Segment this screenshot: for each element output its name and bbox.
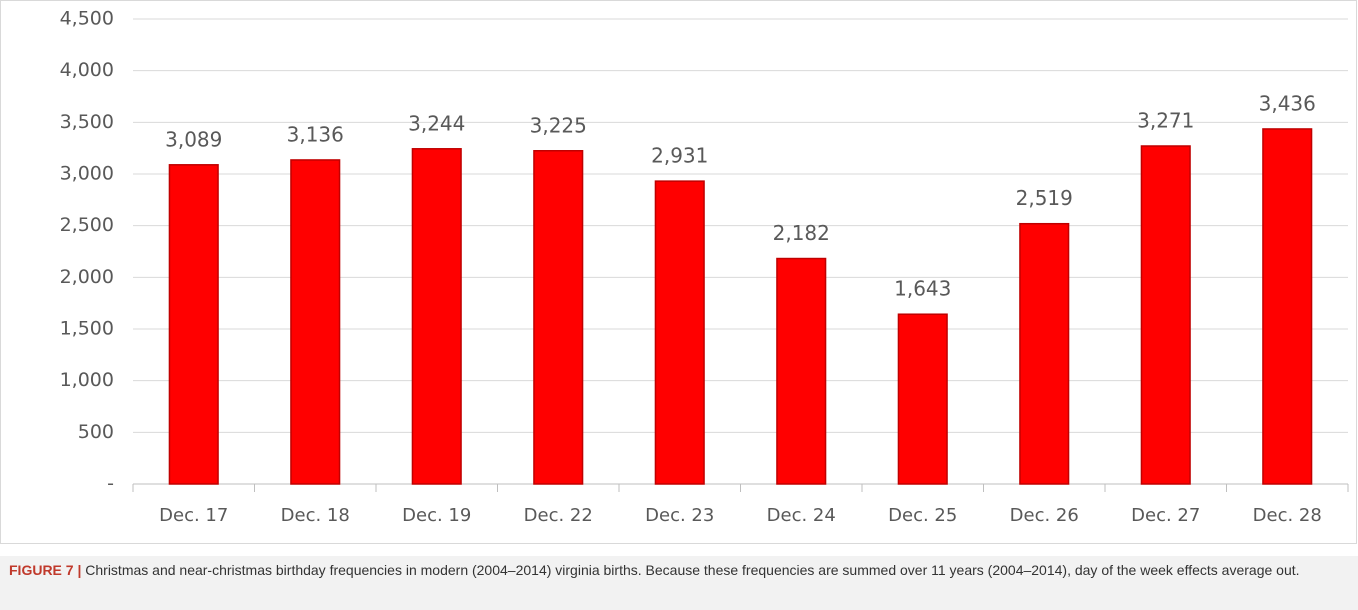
x-tick-label: Dec. 24: [767, 505, 836, 526]
value-label: 1,643: [894, 277, 951, 301]
y-tick-label: 1,000: [60, 369, 114, 391]
y-tick-label: 3,500: [60, 111, 114, 133]
caption-label: FIGURE 7 |: [9, 562, 82, 578]
x-tick-label: Dec. 23: [645, 505, 714, 526]
bar: [1140, 145, 1191, 485]
bar: [1262, 128, 1313, 485]
y-tick-label: 4,500: [60, 8, 114, 30]
value-label: 3,436: [1259, 91, 1316, 115]
value-label: 3,136: [287, 122, 344, 146]
bar: [1019, 222, 1070, 485]
bar: [168, 164, 219, 485]
y-tick-label: 1,500: [60, 318, 114, 340]
value-label: 3,244: [408, 111, 465, 135]
y-tick-label: 2,500: [60, 214, 114, 236]
y-tick-label: 4,000: [60, 59, 114, 81]
x-tick-label: Dec. 22: [524, 505, 593, 526]
x-tick-label: Dec. 26: [1010, 505, 1079, 526]
value-label: 3,271: [1137, 108, 1194, 132]
x-tick-label: Dec. 27: [1131, 505, 1200, 526]
caption-text: Christmas and near-christmas birthday fr…: [85, 562, 1300, 578]
x-tick-label: Dec. 17: [159, 505, 228, 526]
bar: [897, 313, 948, 485]
value-label: 3,089: [165, 127, 222, 151]
bar: [776, 257, 827, 485]
bar: [290, 159, 341, 485]
value-label: 2,182: [773, 221, 830, 245]
x-tick-label: Dec. 18: [281, 505, 350, 526]
chart-frame: [0, 0, 1357, 544]
x-tick-label: Dec. 28: [1253, 505, 1322, 526]
y-tick-label: -: [107, 473, 114, 495]
y-tick-label: 500: [78, 421, 114, 443]
bar: [533, 150, 584, 485]
value-label: 2,519: [1016, 186, 1073, 210]
value-label: 3,225: [530, 113, 587, 137]
bar: [411, 148, 462, 485]
y-tick-label: 2,000: [60, 266, 114, 288]
caption: FIGURE 7 | Christmas and near-christmas …: [0, 556, 1358, 610]
y-tick-label: 3,000: [60, 163, 114, 185]
x-tick-label: Dec. 25: [888, 505, 957, 526]
bar: [654, 180, 705, 485]
x-tick-label: Dec. 19: [402, 505, 471, 526]
chart: - 500 1,000 1,500 2,000 2,500 3,000 3,500 4,000 4…: [0, 0, 1357, 544]
value-label: 2,931: [651, 144, 708, 168]
